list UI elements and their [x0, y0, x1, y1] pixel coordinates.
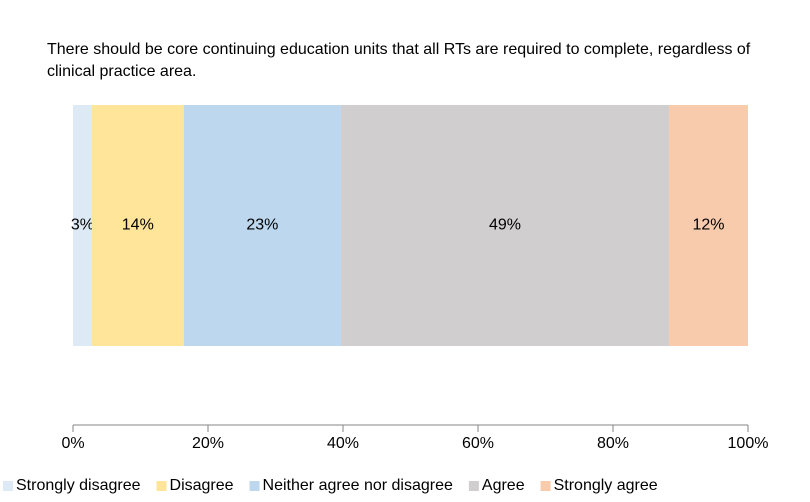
legend-label: Disagree [170, 477, 234, 494]
legend-swatch [249, 481, 260, 491]
x-tick-label: 80% [597, 435, 629, 452]
bar-segment [91, 105, 184, 346]
data-label: 14% [122, 217, 154, 234]
x-tick-label: 100% [728, 435, 769, 452]
category-label: There should be core continuing educatio… [47, 41, 751, 80]
data-label: 23% [246, 217, 278, 234]
legend-swatch [468, 481, 479, 491]
legend-swatch [156, 481, 167, 491]
x-tick-label: 60% [462, 435, 494, 452]
x-tick-label: 40% [327, 435, 359, 452]
bar-segment [669, 105, 748, 346]
data-label: 49% [489, 217, 521, 234]
data-label: 3% [71, 217, 94, 234]
legend-swatch [540, 481, 551, 491]
legend-label: Strongly agree [554, 477, 658, 494]
data-label: 12% [692, 217, 724, 234]
bar-segment [183, 105, 341, 346]
legend-label: Agree [482, 477, 525, 494]
legend-label: Strongly disagree [16, 477, 141, 494]
x-tick-label: 0% [61, 435, 84, 452]
bar-segment [340, 105, 670, 346]
legend-label: Neither agree nor disagree [263, 477, 453, 494]
x-tick-label: 20% [192, 435, 224, 452]
legend-swatch [3, 481, 13, 491]
bar-segment [73, 105, 92, 346]
